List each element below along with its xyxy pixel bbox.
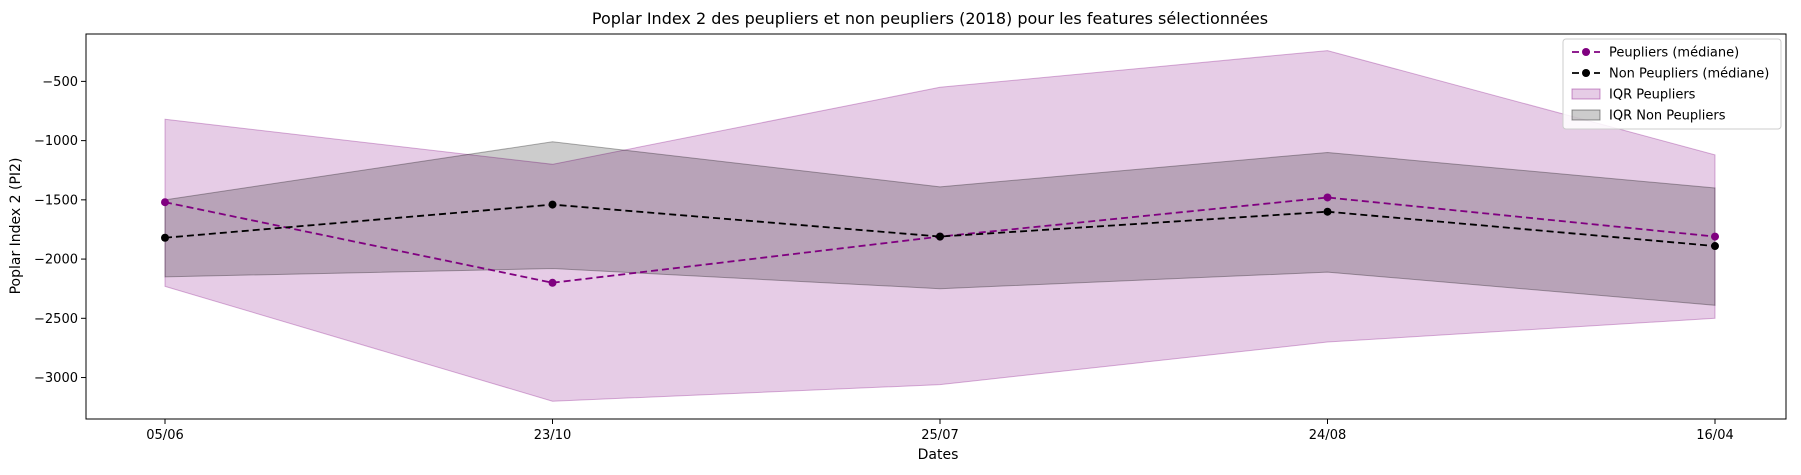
y-tick-label: −500 [42, 75, 78, 90]
data-point-1-0 [161, 233, 169, 242]
data-point-1-1 [548, 200, 557, 209]
iqr-bands [164, 50, 1716, 402]
x-tick-label: 16/04 [1696, 428, 1733, 443]
x-axis-label: Dates [918, 447, 959, 463]
legend-band-swatch [1571, 88, 1601, 100]
y-axis: −3000 −2500 −2000 −1500 −1000 −500 [34, 75, 86, 386]
data-point-1-4 [1711, 242, 1719, 251]
y-tick-label: −2500 [34, 312, 78, 327]
legend-box [1562, 38, 1782, 130]
series-line-1 [164, 203, 1716, 247]
legend-marker-swatch [1582, 48, 1590, 56]
x-axis: 05/06 23/10 25/07 24/08 16/04 [146, 419, 1734, 443]
y-tick-label: −2000 [34, 253, 78, 268]
x-tick-label: 05/06 [146, 428, 183, 443]
data-point-1-3 [1323, 207, 1332, 216]
iqr-band-0 [164, 50, 1716, 402]
legend-band-swatch [1571, 109, 1601, 121]
data-point-0-1 [548, 278, 557, 287]
x-tick-label: 23/10 [534, 428, 571, 443]
legend: Peupliers (médiane) Non Peupliers (médian… [1562, 38, 1782, 130]
chart-title: Poplar Index 2 des peupliers et non peup… [592, 9, 1268, 28]
y-tick-label: −1000 [34, 134, 78, 149]
data-point-1-2 [936, 232, 944, 241]
legend-label: IQR Peupliers [1609, 88, 1696, 103]
y-tick-label: −3000 [34, 371, 78, 386]
iqr-band-1 [164, 141, 1716, 306]
plot-frame [85, 33, 1787, 420]
legend-label: IQR Non Peupliers [1609, 109, 1726, 124]
legend-label: Peupliers (médiane) [1609, 46, 1739, 61]
data-point-0-3 [1323, 193, 1332, 202]
x-tick-label: 25/07 [921, 428, 958, 443]
y-tick-label: −1500 [34, 193, 78, 208]
data-point-0-0 [161, 198, 169, 207]
legend-marker-swatch [1582, 69, 1590, 77]
x-tick-label: 24/08 [1309, 428, 1346, 443]
legend-label: Non Peupliers (médiane) [1609, 67, 1769, 82]
data-point-0-4 [1711, 232, 1719, 241]
y-axis-label: Poplar Index 2 (PI2) [8, 158, 24, 295]
median-lines [161, 193, 1719, 287]
